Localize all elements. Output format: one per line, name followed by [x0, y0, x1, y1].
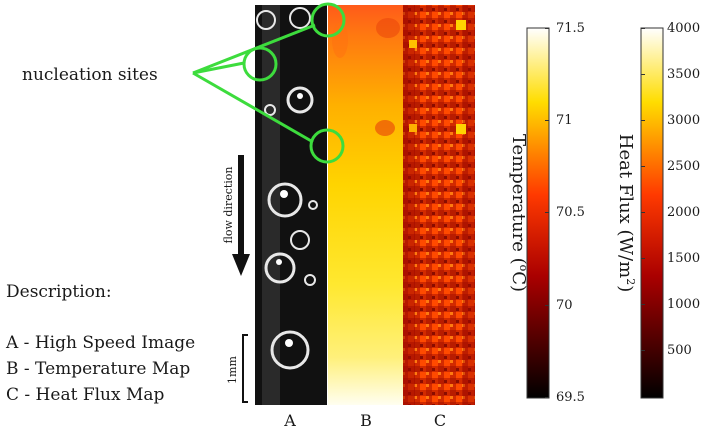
- description-heading: Description:: [6, 282, 112, 302]
- panel-label-b: B: [360, 411, 372, 430]
- panel-label-a: A: [283, 411, 296, 430]
- temperature-tick: 69.5: [556, 390, 585, 405]
- panel-label-c: C: [434, 411, 446, 430]
- scale-label: 1mm: [226, 356, 239, 384]
- heat-flux-colorbar: 4000 3500 3000 2500 2000 1500 1000 500 H…: [615, 21, 700, 399]
- nucleation-site-markers: [192, 2, 346, 164]
- description-item-a: A - High Speed Image: [6, 333, 196, 353]
- heat-flux-tick: 3000: [667, 113, 700, 128]
- panel-c-heat-flux-map: [403, 5, 475, 405]
- flow-direction-label: flow direction: [222, 166, 235, 243]
- heat-flux-tick: 1000: [667, 297, 700, 312]
- heat-flux-tick: 4000: [667, 21, 700, 36]
- heat-flux-axis-title: Heat Flux (W/m2): [615, 134, 637, 292]
- nucleation-sites-label: nucleation sites: [22, 65, 158, 85]
- panel-b-temperature-map: [328, 5, 403, 405]
- panel-a-high-speed-image: [255, 5, 327, 405]
- heat-flux-tick: 2000: [667, 205, 700, 220]
- heat-flux-tick: 500: [667, 343, 692, 358]
- description-item-b: B - Temperature Map: [6, 359, 191, 379]
- temperature-tick: 70.5: [556, 205, 585, 220]
- description-item-c: C - Heat Flux Map: [6, 385, 165, 405]
- temperature-tick: 70: [556, 298, 573, 313]
- heat-flux-tick: 3500: [667, 67, 700, 82]
- temperature-tick: 71: [556, 113, 573, 128]
- flow-direction-arrow: [232, 155, 250, 276]
- temperature-tick: 71.5: [556, 21, 585, 36]
- scale-bar: [242, 334, 248, 403]
- temperature-axis-title: Temperature (oC): [508, 134, 530, 292]
- temperature-colorbar: 71.5 71 70.5 70 69.5 Temperature (oC): [508, 21, 585, 405]
- heat-flux-tick: 2500: [667, 159, 700, 174]
- heat-flux-tick: 1500: [667, 251, 700, 266]
